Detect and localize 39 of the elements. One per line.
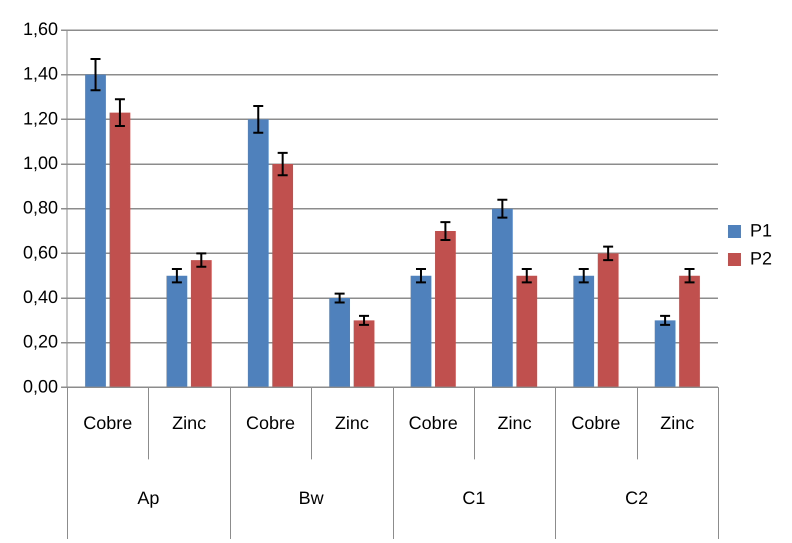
y-tick-label: 1,20 — [22, 108, 58, 128]
x-tick-label: Zinc — [334, 413, 369, 434]
bar — [248, 119, 269, 387]
x-tick-label: Zinc — [498, 413, 532, 434]
text: Bw — [298, 488, 325, 508]
bar — [492, 208, 513, 387]
y-tick-label: 1,40 — [22, 64, 58, 84]
y-tick-label: 0,60 — [22, 242, 58, 262]
bar — [190, 260, 212, 387]
y-tick-label: 0,20 — [22, 332, 58, 352]
bar — [329, 298, 350, 387]
legend-label: P2 — [750, 248, 772, 268]
y-tick-label: 0,40 — [22, 287, 58, 308]
x-tick-label: Cobre — [408, 413, 458, 434]
bar — [654, 320, 676, 387]
bar — [598, 253, 619, 387]
bar — [354, 320, 374, 387]
x-tick-label: Cobre — [246, 413, 295, 434]
bar — [272, 164, 294, 387]
bar — [573, 276, 594, 387]
x-tick-label: Zinc — [172, 413, 206, 434]
y-tick-label: 0,80 — [22, 198, 58, 218]
bar — [410, 276, 432, 387]
text: Ap — [137, 488, 160, 508]
bar — [166, 276, 188, 387]
x-tick-label: Cobre — [83, 413, 132, 434]
y-tick-label: 1,00 — [22, 152, 58, 173]
bar — [85, 74, 106, 387]
text: C2 — [625, 488, 648, 508]
bar — [516, 276, 538, 387]
y-tick-label: 0,00 — [22, 376, 58, 396]
x-tick-label: Zinc — [660, 413, 694, 434]
text: C1 — [462, 488, 486, 508]
bar — [679, 276, 700, 387]
bar — [435, 231, 456, 387]
y-tick-label: 1,60 — [22, 18, 58, 39]
x-tick-label: Cobre — [571, 413, 620, 434]
bar — [110, 112, 130, 387]
legend-label: P1 — [750, 220, 772, 240]
